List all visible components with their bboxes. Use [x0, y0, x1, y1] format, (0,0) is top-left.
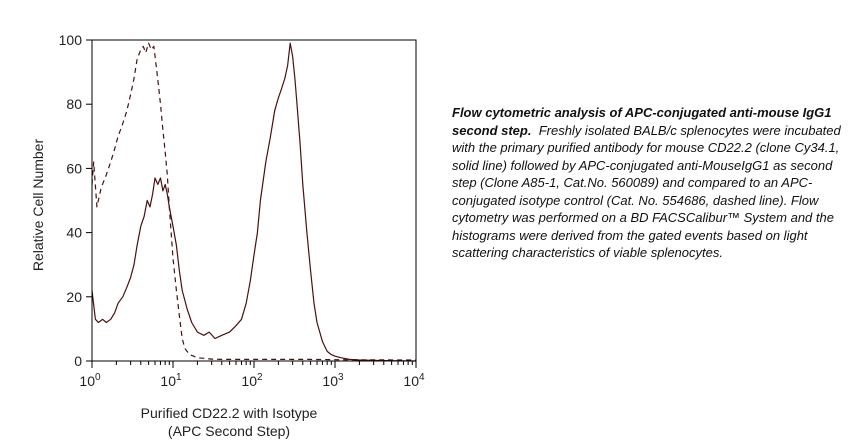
plot-frame [91, 39, 417, 362]
isotype-control-line [91, 42, 417, 361]
axis-layer: 100 101 102 103 104 0 20 40 60 80 100 [59, 32, 425, 389]
figure-caption: Flow cytometric analysis of APC-conjugat… [452, 104, 847, 262]
y-tick-label: 0 [74, 353, 82, 369]
histogram-chart: 100 101 102 103 104 0 20 40 60 80 100 Relative Cel… [30, 32, 425, 439]
x-tick-label: 102 [241, 372, 263, 389]
x-tick-label: 103 [322, 372, 344, 389]
y-tick-label: 20 [66, 289, 82, 305]
caption-title: Flow cytometric analysis of APC-conjugat… [452, 105, 832, 138]
y-tick-label: 100 [59, 32, 83, 48]
y-axis-label: Relative Cell Number [30, 139, 46, 272]
cd22-stained-line [91, 42, 417, 362]
x-axis-label-line2: (APC Second Step) [168, 423, 290, 439]
plot-layer [91, 42, 417, 362]
x-tick-label: 104 [403, 372, 425, 389]
y-tick-label: 80 [66, 96, 82, 112]
y-tick-label: 40 [66, 225, 82, 241]
y-tick-label: 60 [66, 160, 82, 176]
caption-body: Freshly isolated BALB/c splenocytes were… [452, 122, 841, 261]
x-tick-label: 100 [79, 372, 101, 389]
x-tick-label: 101 [160, 372, 182, 389]
x-axis-label-line1: Purified CD22.2 with Isotype [141, 405, 318, 421]
